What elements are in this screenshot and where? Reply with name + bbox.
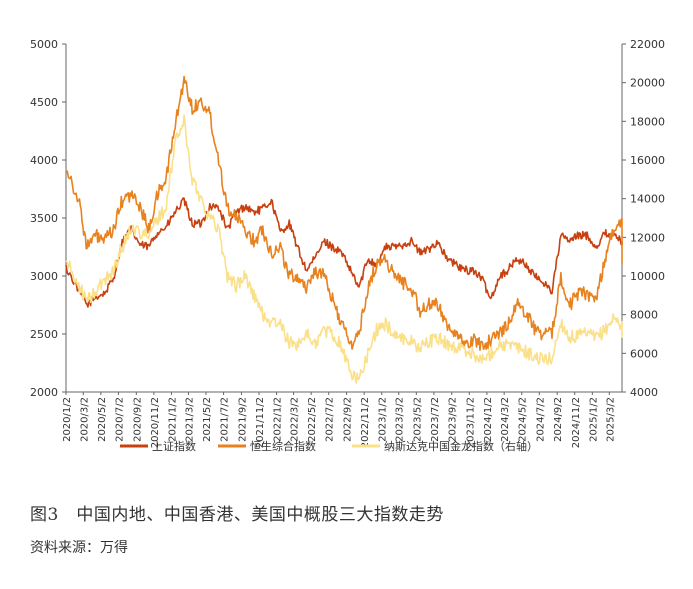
- x-tick-label: 2022/7/2: [325, 397, 336, 442]
- x-tick-label: 2021/1/2: [167, 397, 178, 442]
- x-tick-label: 2022/1/2: [273, 397, 284, 442]
- x-tick-label: 2024/9/2: [553, 397, 564, 442]
- x-tick-label: 2022/9/2: [343, 397, 354, 442]
- right-tick-label: 8000: [630, 309, 658, 322]
- x-tick-label: 2021/9/2: [237, 397, 248, 442]
- left-tick-label: 4000: [30, 154, 58, 167]
- x-tick-label: 2020/3/2: [79, 397, 90, 442]
- x-tick-label: 2021/5/2: [202, 397, 213, 442]
- x-tick-label: 2021/7/2: [220, 397, 231, 442]
- series-layer: [65, 75, 623, 384]
- x-tick-label: 2020/11/2: [150, 397, 161, 448]
- x-tick-label: 2023/7/2: [430, 397, 441, 442]
- right-tick-label: 12000: [630, 231, 665, 244]
- left-tick-label: 2000: [30, 386, 58, 399]
- right-tick-label: 14000: [630, 193, 665, 206]
- x-tick-label: 2020/5/2: [97, 397, 108, 442]
- right-tick-label: 10000: [630, 270, 665, 283]
- series-line-1: [65, 197, 623, 308]
- legend: 上证指数 恒生综合指数 纳斯达克中国金龙指数（右轴）: [120, 439, 538, 453]
- right-tick-label: 4000: [630, 386, 658, 399]
- source-note: 资料来源：万得: [30, 540, 128, 556]
- x-tick-label: 2020/9/2: [132, 397, 143, 442]
- legend-label-2: 恒生综合指数: [250, 439, 316, 453]
- x-tick-label: 2025/1/2: [588, 397, 599, 442]
- left-tick-label: 5000: [30, 38, 58, 51]
- x-tick-label: 2023/11/2: [465, 397, 476, 448]
- left-tick-label: 4500: [30, 96, 58, 109]
- figure-caption: 图3 中国内地、中国香港、美国中概股三大指数走势: [30, 505, 444, 525]
- x-tick-label: 2020/7/2: [114, 397, 125, 442]
- x-tick-label: 2022/3/2: [290, 397, 301, 442]
- x-tick-label: 2022/5/2: [307, 397, 318, 442]
- right-tick-label: 18000: [630, 115, 665, 128]
- legend-label-3: 纳斯达克中国金龙指数（右轴）: [384, 439, 538, 453]
- legend-label-1: 上证指数: [152, 439, 196, 453]
- x-tick-label: 2024/11/2: [571, 397, 582, 448]
- series-line-3: [65, 114, 623, 384]
- x-tick-label: 2020/1/2: [62, 397, 73, 442]
- x-tick-label: 2024/1/2: [483, 397, 494, 442]
- x-tick-label: 2023/9/2: [448, 397, 459, 442]
- x-tick-label: 2022/11/2: [360, 397, 371, 448]
- x-tick-label: 2023/1/2: [378, 397, 389, 442]
- right-tick-label: 6000: [630, 347, 658, 360]
- x-tick-label: 2021/11/2: [255, 397, 266, 448]
- x-tick-label: 2023/3/2: [395, 397, 406, 442]
- series-line-2: [65, 75, 623, 351]
- x-tick-label: 2023/5/2: [412, 397, 423, 442]
- left-tick-label: 2500: [30, 328, 58, 341]
- left-tick-label: 3500: [30, 212, 58, 225]
- chart: 2000 2500 3000 3500 4000 4500 5000 4000 6000 8000…: [30, 38, 665, 453]
- x-tick-label: 2025/3/2: [605, 397, 616, 442]
- right-tick-label: 16000: [630, 154, 665, 167]
- x-tick-label: 2024/7/2: [535, 397, 546, 442]
- x-tick-label: 2024/5/2: [518, 397, 529, 442]
- axes-layer: 2000 2500 3000 3500 4000 4500 5000 4000 6000 8000…: [30, 38, 665, 448]
- x-tick-label: 2024/3/2: [500, 397, 511, 442]
- right-tick-label: 22000: [630, 38, 665, 51]
- x-tick-label: 2021/3/2: [184, 397, 195, 442]
- right-tick-label: 20000: [630, 77, 665, 90]
- left-tick-label: 3000: [30, 270, 58, 283]
